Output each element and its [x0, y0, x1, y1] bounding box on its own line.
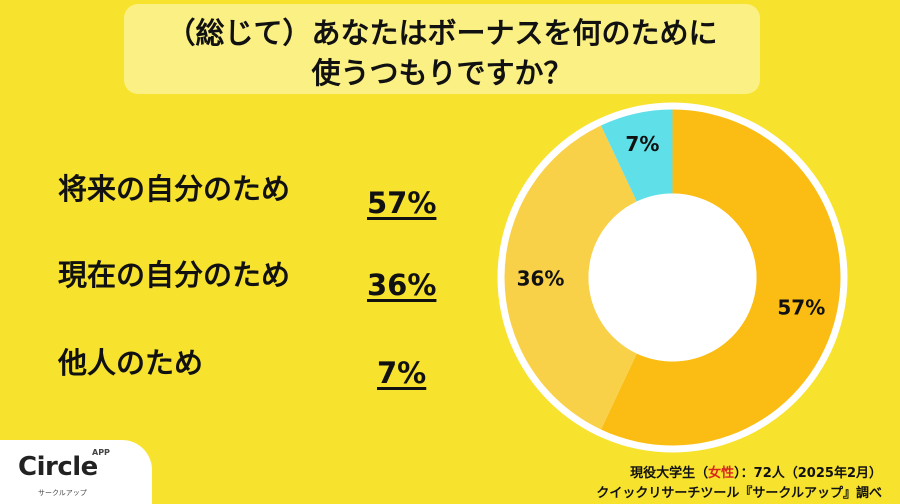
slice-current-self — [504, 125, 637, 430]
slice-others — [600, 109, 673, 202]
logo-subtitle: サークルアップ — [38, 489, 87, 497]
row-label-current-self: 現在の自分のため — [58, 258, 291, 292]
slice-label-current-self: 36% — [517, 267, 565, 291]
logo-app-badge: APP — [92, 448, 110, 457]
row-label-others: 他人のため — [58, 346, 204, 380]
row-value-future-self: 57% — [367, 186, 437, 220]
donut-chart: 57% 36% 7% — [497, 102, 848, 453]
row-value-current-self: 36% — [367, 268, 437, 302]
donut-hole — [588, 193, 757, 362]
title-line-2: 使うつもりですか？ — [311, 56, 573, 90]
slice-label-future-self: 57% — [777, 295, 825, 319]
logo-panel: Circle APP サークルアップ — [0, 440, 152, 504]
row-label-future-self: 将来の自分のため — [58, 172, 291, 206]
title-line-1: （総じて）あなたはボーナスを何のために — [166, 16, 718, 50]
source-prefix: 現役大学生（ — [630, 466, 709, 481]
slice-future-self — [600, 109, 841, 446]
source-line-1: 現役大学生（女性）：72人（2025年2月） — [630, 462, 882, 481]
slice-label-others: 7% — [625, 132, 659, 156]
source-suffix: ）：72人（2025年2月） — [734, 466, 882, 481]
row-value-others: 7% — [377, 356, 427, 390]
title-box: （総じて）あなたはボーナスを何のために 使うつもりですか？ — [124, 4, 760, 94]
logo-wordmark: Circle — [18, 452, 98, 482]
source-highlight: 女性 — [708, 466, 735, 481]
source-line-2: クイックリサーチツール『サークルアップ』調べ — [596, 486, 882, 501]
